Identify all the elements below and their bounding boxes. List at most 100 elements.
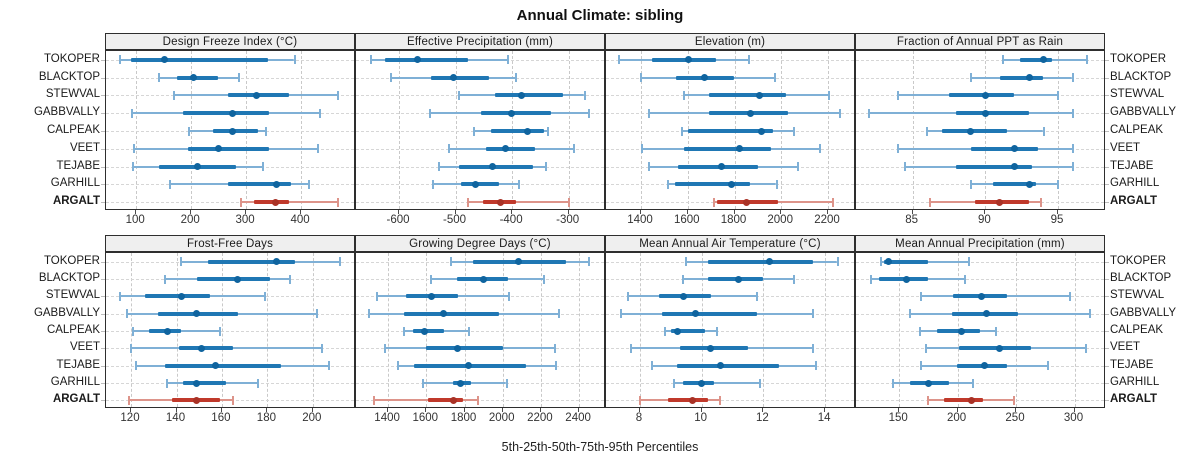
whisker-cap-high: [517, 179, 520, 189]
whisker-cap-high: [1057, 179, 1059, 189]
median-dot: [766, 258, 774, 266]
iqr-bar-25-75: [178, 346, 234, 351]
whisker-cap-low: [403, 326, 406, 336]
station-label-right: BLACKTOP: [1110, 70, 1172, 83]
iqr-bar-25-75: [884, 259, 929, 264]
whisker-cap-low: [457, 90, 460, 100]
iqr-bar-25-75: [684, 146, 771, 151]
station-label-right: GARHILL: [1110, 376, 1160, 388]
h-gridline: [856, 279, 1104, 280]
whisker-cap-low: [904, 162, 907, 172]
whisker-cap-high: [963, 274, 966, 284]
station-label-left: STEWVAL: [45, 88, 100, 101]
iqr-bar-25-75: [708, 93, 786, 98]
x-tick-label: 2400: [565, 412, 591, 424]
whisker-cap-high: [719, 395, 722, 405]
whisker-cap-low: [127, 395, 130, 405]
panel-strip: Effective Precipitation (mm): [355, 33, 605, 50]
whisker-cap-high: [505, 378, 508, 388]
median-dot: [968, 396, 976, 404]
station-label-left: GARHILL: [50, 177, 100, 190]
median-dot: [718, 163, 726, 171]
median-dot: [1040, 56, 1047, 64]
whisker-cap-low: [118, 55, 121, 65]
station-label-left: STEWVAL: [45, 289, 100, 302]
median-dot: [449, 396, 457, 404]
whisker-cap-high: [1042, 126, 1045, 136]
iqr-bar-25-75: [177, 75, 219, 80]
whisker-cap-low: [164, 274, 167, 284]
whisker-cap-low: [925, 343, 928, 353]
whisker-cap-low: [438, 162, 441, 172]
station-label-right: TEJABE: [1110, 159, 1154, 172]
station-label-left: TEJABE: [56, 358, 100, 371]
whisker-cap-high: [545, 162, 547, 172]
y-tick: [101, 279, 105, 280]
whisker-cap-low: [130, 343, 132, 353]
whisker-cap-low: [396, 361, 399, 371]
station-label-left: BLACKTOP: [38, 272, 100, 284]
station-label-left: TEJABE: [56, 159, 100, 172]
x-tick-mark: [984, 210, 986, 214]
x-tick-mark: [387, 408, 389, 412]
y-tick: [1105, 166, 1109, 168]
iqr-bar-25-75: [651, 57, 716, 62]
whisker-cap-high: [1071, 162, 1074, 172]
whisker-cap-low: [920, 291, 923, 301]
v-gridline: [267, 253, 269, 407]
whisker-cap-high: [1057, 90, 1059, 100]
whisker-cap-low: [629, 343, 632, 353]
h-gridline: [356, 400, 604, 402]
x-tick-label: 160: [211, 412, 231, 424]
whisker-cap-low: [929, 197, 932, 207]
whisker-cap-high: [756, 291, 759, 301]
whisker-cap-high: [336, 90, 339, 100]
x-tick-mark: [640, 210, 641, 214]
median-dot: [193, 396, 201, 404]
median-dot: [272, 180, 280, 188]
whisker-cap-high: [796, 162, 799, 172]
median-dot: [198, 344, 205, 352]
whisker-cap-low: [870, 274, 873, 284]
station-label-left: TOKOPER: [43, 254, 100, 267]
x-tick-label: 200: [180, 214, 200, 226]
v-gridline: [641, 51, 642, 209]
whisker-cap-low: [868, 108, 871, 118]
median-dot: [449, 74, 457, 82]
station-label-left: VEET: [69, 341, 100, 354]
iqr-bar-25-75: [678, 164, 758, 169]
whisker-cap-low: [919, 326, 922, 336]
y-tick: [1105, 400, 1109, 402]
v-gridline: [1074, 253, 1076, 407]
iqr-bar-25-75: [196, 277, 270, 281]
median-dot: [497, 198, 505, 206]
panel-strip: Fraction of Annual PPT as Rain: [855, 33, 1105, 50]
whisker-cap-low: [651, 361, 654, 371]
whisker-cap-high: [716, 326, 719, 336]
chart-title: Annual Climate: sibling: [516, 7, 684, 24]
y-tick: [1105, 113, 1109, 115]
x-tick-mark: [300, 210, 302, 214]
median-dot: [1025, 180, 1033, 188]
iqr-bar-25-75: [428, 398, 463, 403]
whisker-cap-high: [759, 378, 762, 388]
median-dot: [514, 258, 522, 266]
whisker-cap-low: [897, 90, 900, 100]
x-axis: -600 -500 -400 -300: [355, 210, 605, 232]
x-tick-mark: [1015, 408, 1016, 412]
y-tick: [1105, 348, 1109, 350]
y-tick: [1105, 148, 1109, 150]
median-dot: [698, 379, 706, 387]
whisker-cap-high: [573, 144, 576, 154]
station-label-right: CALPEAK: [1110, 324, 1164, 336]
x-tick-mark: [578, 408, 580, 412]
x-tick-mark: [824, 408, 826, 412]
y-tick: [101, 113, 105, 115]
h-gridline: [856, 261, 1104, 263]
whisker-cap-low: [672, 378, 675, 388]
x-tick-mark: [266, 408, 268, 412]
iqr-bar-25-75: [667, 398, 708, 403]
whisker-cap-high: [567, 197, 570, 207]
whisker-cap-high: [293, 55, 296, 65]
whisker-cap-low: [134, 361, 137, 371]
